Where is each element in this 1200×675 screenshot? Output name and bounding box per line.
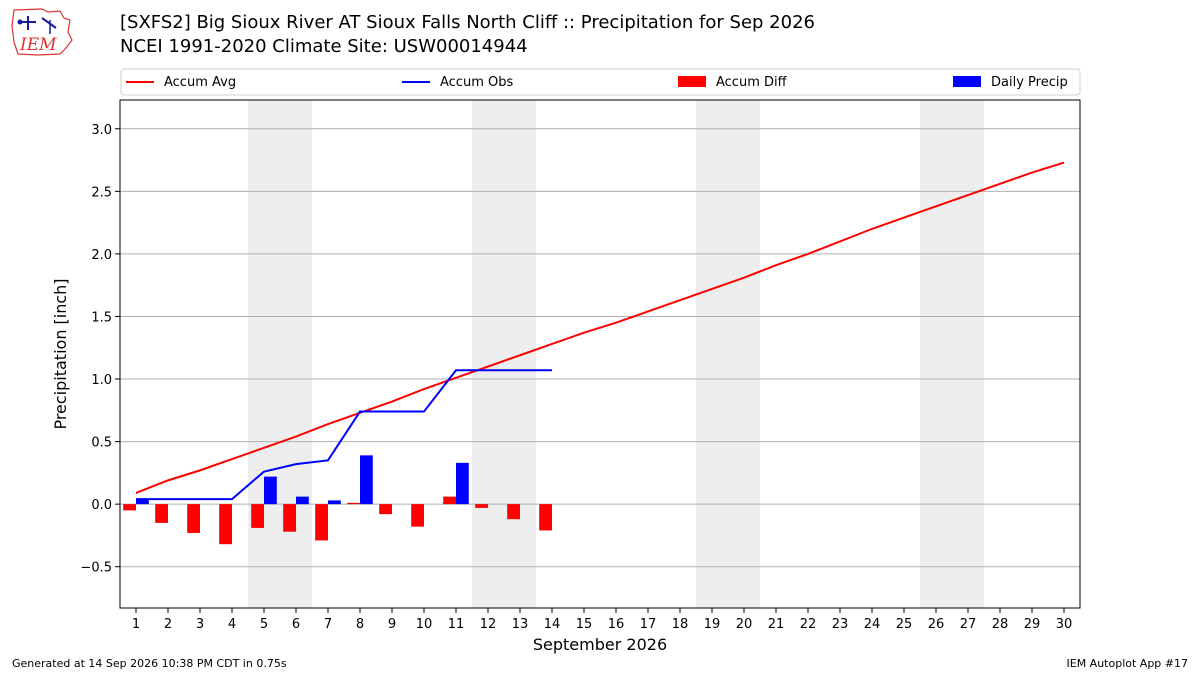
iem-logo: IEM xyxy=(11,8,73,56)
x-tick-label: 28 xyxy=(992,617,1009,632)
x-tick-label: 8 xyxy=(356,617,364,632)
chart-title: [SXFS2] Big Sioux River AT Sioux Falls N… xyxy=(120,12,815,33)
x-tick-label: 3 xyxy=(196,617,204,632)
legend-swatch-daily-precip xyxy=(953,76,981,87)
y-tick-label: 2.0 xyxy=(91,248,112,263)
accum-diff-bar xyxy=(251,504,264,528)
y-axis-label: Precipitation [inch] xyxy=(51,278,70,429)
y-tick-label: −0.5 xyxy=(80,561,112,576)
generated-timestamp: Generated at 14 Sep 2026 10:38 PM CDT in… xyxy=(12,657,287,670)
x-tick-label: 23 xyxy=(832,617,849,632)
chart-subtitle: NCEI 1991-2020 Climate Site: USW00014944 xyxy=(120,36,528,57)
legend-frame xyxy=(120,68,1081,96)
x-tick-label: 24 xyxy=(864,617,881,632)
y-tick-label: 3.0 xyxy=(91,123,112,138)
weekend-shade xyxy=(920,100,984,608)
x-tick-label: 11 xyxy=(448,617,465,632)
legend: Accum Avg Accum Obs Accum Diff Daily Precip xyxy=(120,68,1081,96)
x-tick-label: 20 xyxy=(736,617,753,632)
accum-diff-bar xyxy=(539,504,552,531)
weekend-shade xyxy=(248,100,312,608)
accum-diff-bar xyxy=(443,496,456,505)
legend-label-daily-precip: Daily Precip xyxy=(991,75,1068,90)
x-tick-label: 10 xyxy=(416,617,433,632)
x-tick-label: 29 xyxy=(1024,617,1041,632)
x-tick-label: 27 xyxy=(960,617,977,632)
daily-precip-bar xyxy=(264,476,277,505)
x-tick-label: 9 xyxy=(388,617,396,632)
x-tick-label: 15 xyxy=(576,617,593,632)
x-tick-label: 19 xyxy=(704,617,721,632)
daily-precip-bar xyxy=(360,455,373,505)
accum-diff-bar xyxy=(219,504,232,545)
legend-label-accum-diff: Accum Diff xyxy=(716,75,788,90)
accum-diff-bar xyxy=(155,504,168,523)
accum-obs-line xyxy=(136,369,552,501)
daily-precip-bar xyxy=(296,496,309,505)
accum-diff-bar xyxy=(283,504,296,532)
legend-label-accum-avg: Accum Avg xyxy=(164,75,236,90)
x-tick-label: 13 xyxy=(512,617,529,632)
daily-precip-bar xyxy=(328,500,341,505)
y-tick-label: 0.5 xyxy=(91,436,112,451)
y-tick-label: 1.5 xyxy=(91,310,112,325)
x-axis-label: September 2026 xyxy=(533,635,667,654)
daily-precip-bar xyxy=(456,462,469,505)
accum-diff-bar xyxy=(379,504,392,515)
x-tick-label: 18 xyxy=(672,617,689,632)
y-tick-label: 2.5 xyxy=(91,185,112,200)
plot-frame xyxy=(119,99,1081,609)
x-tick-label: 30 xyxy=(1056,617,1073,632)
weekend-shade xyxy=(696,100,760,608)
x-tick-label: 1 xyxy=(132,617,140,632)
accum-diff-bar xyxy=(475,504,488,508)
x-tick-label: 26 xyxy=(928,617,945,632)
accum-diff-bar xyxy=(123,504,136,511)
legend-swatch-accum-diff xyxy=(678,76,706,87)
x-tick-label: 4 xyxy=(228,617,236,632)
x-tick-label: 25 xyxy=(896,617,913,632)
accum-diff-bar xyxy=(187,504,200,533)
y-tick-label: 0.0 xyxy=(91,498,112,513)
x-tick-label: 5 xyxy=(260,617,268,632)
logo-text: IEM xyxy=(19,35,57,55)
x-tick-label: 6 xyxy=(292,617,300,632)
accum-diff-bar xyxy=(315,504,328,541)
autoplot-app-label: IEM Autoplot App #17 xyxy=(1066,657,1189,670)
x-tick-label: 7 xyxy=(324,617,332,632)
daily-precip-bar xyxy=(136,499,149,505)
x-tick-label: 17 xyxy=(640,617,657,632)
accum-diff-bar xyxy=(347,502,360,505)
accum-avg-line xyxy=(135,161,1065,494)
x-tick-label: 21 xyxy=(768,617,785,632)
legend-label-accum-obs: Accum Obs xyxy=(440,75,513,90)
x-tick-label: 22 xyxy=(800,617,817,632)
x-tick-label: 14 xyxy=(544,617,561,632)
x-tick-label: 16 xyxy=(608,617,625,632)
x-tick-label: 2 xyxy=(164,617,172,632)
accum-diff-bar xyxy=(411,504,424,527)
x-tick-label: 12 xyxy=(480,617,497,632)
y-tick-label: 1.0 xyxy=(91,373,112,388)
accum-diff-bar xyxy=(507,504,520,520)
